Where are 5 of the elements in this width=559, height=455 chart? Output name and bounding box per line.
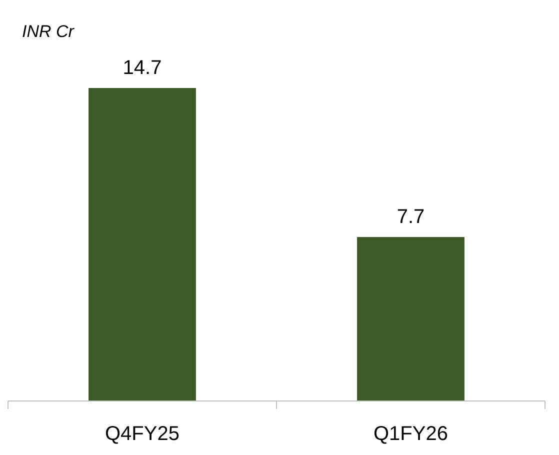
x-tick-label: Q1FY26 xyxy=(374,423,448,445)
x-tick-label: Q4FY25 xyxy=(105,423,180,445)
data-label: 14.7 xyxy=(122,57,162,79)
y-axis-title: INR Cr xyxy=(22,22,76,41)
data-label: 7.7 xyxy=(396,206,425,228)
